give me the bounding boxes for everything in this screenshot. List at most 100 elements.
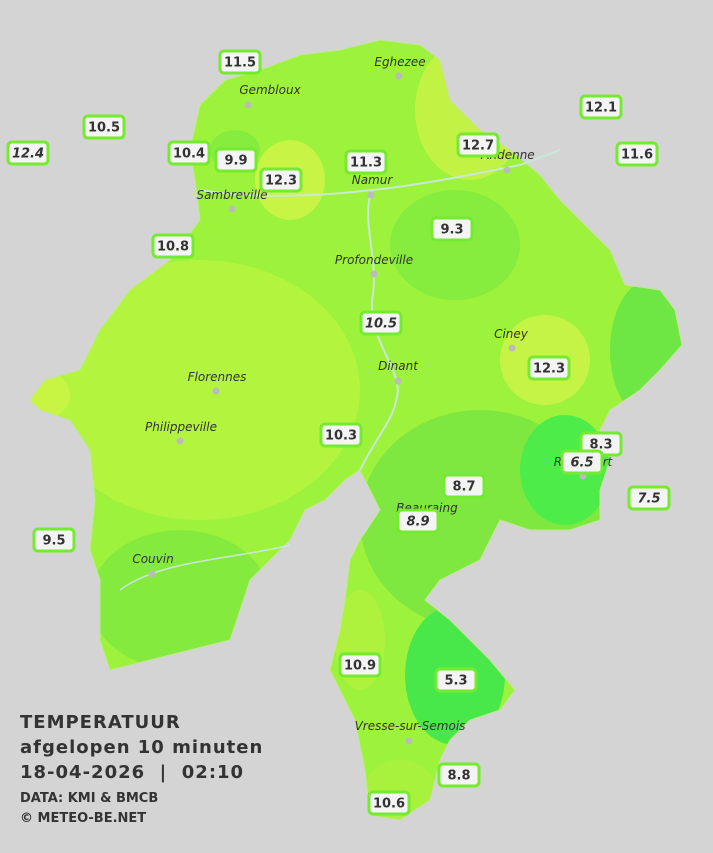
station-value: 11.3: [350, 156, 382, 171]
legend-source: DATA: KMI & BMCB: [20, 791, 159, 806]
station-value: 8.8: [447, 769, 470, 784]
station: 10.9: [338, 652, 382, 678]
station-box: [627, 485, 671, 511]
station-box: [32, 527, 76, 553]
station-box: [456, 132, 500, 158]
station: 12.3: [527, 355, 571, 381]
station-box: [167, 140, 211, 166]
city-label: Couvin: [132, 552, 173, 566]
station-box: [367, 790, 411, 816]
station: 10.5: [82, 114, 126, 140]
station: 8.8: [437, 762, 481, 788]
station: 11.3: [344, 149, 388, 175]
station: 11.6: [615, 141, 659, 167]
station: 11.5: [218, 49, 262, 75]
city-label: Sambreville: [196, 188, 267, 202]
city-label: Profondeville: [335, 253, 413, 267]
station-box: [6, 140, 50, 166]
city-dot: [394, 377, 402, 385]
station-box: [344, 149, 388, 175]
station: 12.7: [456, 132, 500, 158]
city-label: Philippeville: [145, 420, 217, 434]
station-box: [359, 310, 403, 336]
station-value: 12.4: [12, 147, 44, 162]
station-box: [437, 762, 481, 788]
legend-datetime: 18-04-2026 | 02:10: [20, 762, 245, 783]
city-dot: [405, 737, 413, 745]
city-dot: [503, 166, 511, 174]
city-dot: [370, 270, 378, 278]
station-value: 10.5: [88, 121, 120, 136]
city-label: Dinant: [378, 359, 419, 373]
station: 10.3: [319, 422, 363, 448]
station-box: [579, 94, 623, 120]
station-box: [319, 422, 363, 448]
city-dot: [228, 205, 236, 213]
station-box: [214, 147, 258, 173]
legend-subtitle: afgelopen 10 minuten: [20, 737, 264, 758]
station: 12.4: [6, 140, 50, 166]
station-value: 8.9: [406, 515, 429, 530]
city-label: Florennes: [188, 370, 247, 384]
station: 8.3: [579, 431, 623, 457]
city-label: Namur: [352, 173, 394, 187]
city-label: Ciney: [494, 327, 529, 341]
station-value: 12.3: [533, 362, 565, 377]
station-value: 11.5: [224, 56, 256, 71]
city-dot: [395, 72, 403, 80]
station: 5.3: [434, 667, 478, 693]
station-value: 10.6: [373, 797, 405, 812]
station-box: [151, 233, 195, 259]
city-dot: [508, 344, 516, 352]
station-box: [442, 473, 486, 499]
station-value: 8.7: [452, 480, 475, 495]
station: 8.9: [396, 508, 440, 534]
station-value: 11.6: [621, 148, 653, 163]
station-value: 12.7: [462, 139, 494, 154]
legend-copyright: © METEO-BE.NET: [20, 811, 147, 826]
station-box: [615, 141, 659, 167]
station: 9.3: [430, 216, 474, 242]
city-dot: [176, 437, 184, 445]
station-box: [218, 49, 262, 75]
stations: 11.5 10.5 12.4 10.4 9.9 12.3 11.3 12.7 12.1 11.6 1…: [6, 49, 671, 816]
station-box: [430, 216, 474, 242]
station: 10.6: [367, 790, 411, 816]
station: 12.3: [259, 167, 303, 193]
station-box: [82, 114, 126, 140]
city-dot: [244, 101, 252, 109]
city-label: Eghezee: [374, 55, 425, 69]
city-label: Vresse-sur-Semois: [355, 719, 466, 733]
station-value: 6.5: [570, 456, 593, 471]
station-value: 10.8: [157, 240, 189, 255]
station: 10.8: [151, 233, 195, 259]
station-value: 5.3: [444, 674, 467, 689]
city-label: Gembloux: [239, 83, 301, 97]
station-value: 10.3: [325, 429, 357, 444]
legend-title: TEMPERATUUR: [20, 712, 181, 733]
city-dot: [148, 570, 156, 578]
station: 10.4: [167, 140, 211, 166]
station-box: [560, 449, 604, 475]
station-value: 9.3: [440, 223, 463, 238]
river: [119, 544, 291, 591]
station-box: [527, 355, 571, 381]
station-value: 12.1: [585, 101, 617, 116]
river: [359, 189, 400, 471]
station: 8.7: [442, 473, 486, 499]
city-dot: [212, 387, 220, 395]
station-box: [338, 652, 382, 678]
station: 12.1: [579, 94, 623, 120]
station-box: [396, 508, 440, 534]
station-value: 9.9: [224, 154, 247, 169]
station-value: 10.5: [365, 317, 397, 332]
station-value: 10.4: [173, 147, 205, 162]
station: 10.5: [359, 310, 403, 336]
station-value: 7.5: [637, 492, 660, 507]
station-value: 10.9: [344, 659, 376, 674]
station: 9.9: [214, 147, 258, 173]
station-value: 9.5: [42, 534, 65, 549]
station: 6.5: [560, 449, 604, 475]
station-value: 12.3: [265, 174, 297, 189]
